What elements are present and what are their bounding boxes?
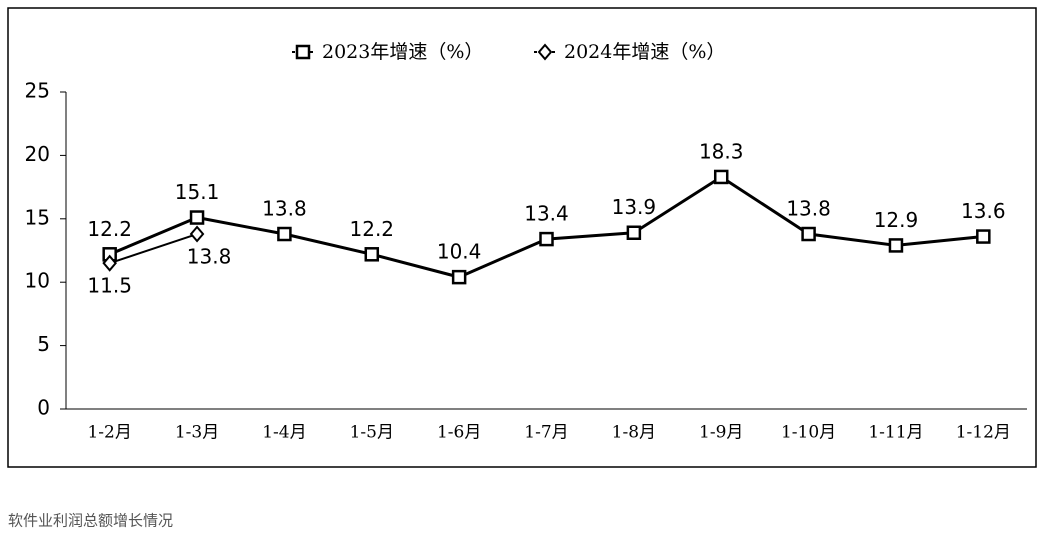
x-tick-label: 1-7月 — [524, 423, 568, 443]
x-tick-label: 1-5月 — [350, 423, 394, 443]
data-label: 13.8 — [786, 197, 831, 221]
x-tick-label: 1-10月 — [781, 423, 836, 443]
data-point — [364, 247, 380, 262]
data-point — [102, 254, 117, 272]
series-line — [109, 233, 198, 265]
x-tick-label: 1-6月 — [437, 423, 481, 443]
data-label: 12.2 — [87, 217, 132, 241]
data-point — [888, 238, 904, 253]
legend-marker — [537, 43, 553, 61]
data-label: 13.9 — [612, 195, 657, 219]
data-label: 13.8 — [262, 197, 307, 221]
data-point — [713, 169, 729, 185]
x-tick-label: 1-2月 — [87, 423, 131, 443]
data-point — [626, 225, 642, 240]
x-tick-label: 1-12月 — [956, 423, 1011, 443]
x-tick-label: 1-9月 — [699, 423, 743, 443]
data-point — [539, 231, 554, 247]
data-point — [451, 269, 467, 285]
caption: 软件业利润总额增长情况 — [8, 512, 173, 530]
legend-label: 2023年增速（%） — [322, 41, 483, 63]
data-label: 18.3 — [699, 139, 744, 163]
x-tick-label: 1-8月 — [612, 423, 656, 443]
data-point — [189, 225, 205, 243]
data-label: 12.2 — [350, 217, 395, 241]
data-point — [189, 210, 205, 225]
chart-border — [7, 7, 1037, 468]
x-tick-label: 1-4月 — [262, 423, 306, 443]
data-point — [976, 229, 991, 244]
y-tick-label: 25 — [25, 79, 50, 103]
data-label: 12.9 — [874, 208, 919, 232]
y-tick-label: 0 — [37, 396, 50, 420]
legend-marker — [295, 44, 311, 60]
y-tick-label: 10 — [25, 269, 50, 293]
data-label: 13.4 — [524, 202, 569, 226]
data-label: 11.5 — [87, 274, 132, 298]
data-point — [277, 226, 292, 242]
data-label: 10.4 — [437, 240, 482, 264]
y-tick-label: 5 — [37, 332, 50, 356]
data-point — [801, 226, 816, 242]
series-line — [109, 175, 984, 279]
y-tick-label: 20 — [25, 142, 50, 166]
x-tick-label: 1-3月 — [175, 423, 219, 443]
x-tick-label: 1-11月 — [868, 423, 923, 443]
data-label: 13.8 — [187, 245, 232, 269]
data-label: 15.1 — [175, 180, 220, 204]
y-tick-label: 15 — [25, 205, 50, 229]
legend-label: 2024年增速（%） — [564, 41, 725, 63]
data-label: 13.6 — [961, 199, 1006, 223]
